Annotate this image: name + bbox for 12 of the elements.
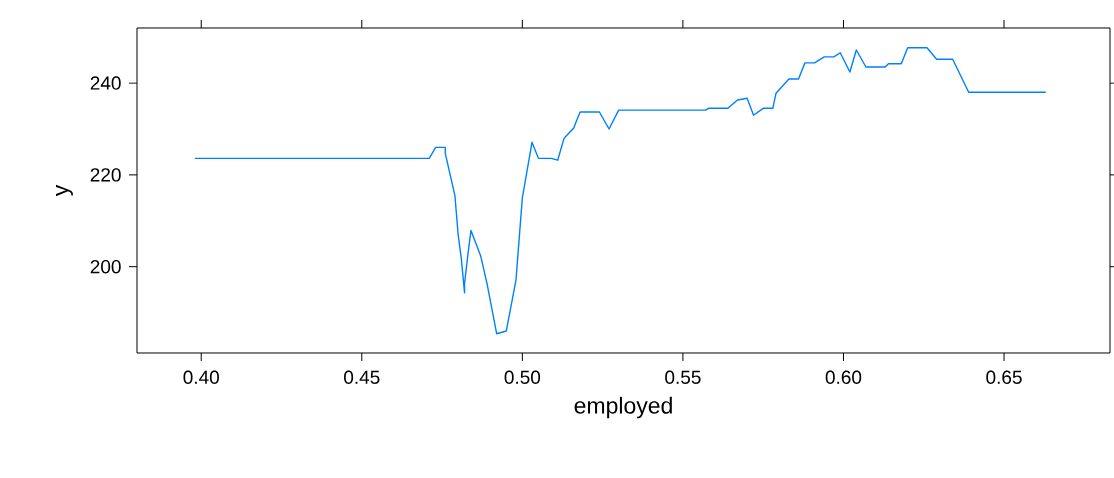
x-tick-label: 0.40 (183, 370, 219, 384)
y-tick-label: 240 (90, 76, 121, 90)
line-series (194, 47, 1047, 335)
y-tick-label: 220 (90, 168, 121, 182)
x-axis-title: employed (574, 396, 672, 419)
y-tick-label: 200 (90, 259, 121, 274)
x-tick-label: 0.55 (665, 370, 701, 384)
x-tick-label: 0.60 (825, 370, 862, 384)
y-axis-title: y (55, 184, 73, 197)
x-tick-label: 0.50 (504, 370, 541, 384)
x-tick-label: 0.65 (986, 370, 1022, 384)
x-tick-label: 0.45 (344, 370, 380, 384)
